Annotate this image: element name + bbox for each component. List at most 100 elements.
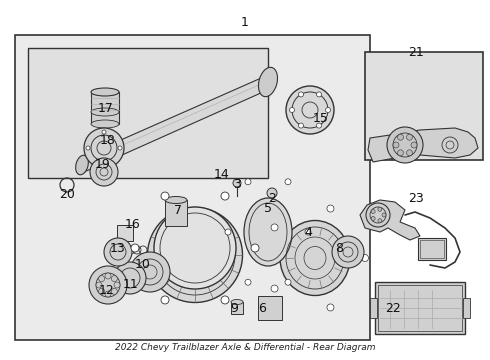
Circle shape bbox=[397, 134, 403, 140]
Circle shape bbox=[393, 142, 399, 148]
Circle shape bbox=[362, 255, 368, 261]
Circle shape bbox=[86, 146, 90, 150]
Circle shape bbox=[221, 296, 229, 304]
Ellipse shape bbox=[75, 155, 88, 175]
Circle shape bbox=[317, 92, 321, 97]
Circle shape bbox=[407, 150, 413, 156]
Circle shape bbox=[411, 142, 417, 148]
Circle shape bbox=[267, 188, 277, 198]
Text: 8: 8 bbox=[335, 242, 343, 255]
Bar bbox=[231, 302, 243, 314]
Circle shape bbox=[114, 282, 120, 288]
Circle shape bbox=[305, 229, 311, 235]
Bar bbox=[378, 285, 462, 331]
Bar bbox=[370, 298, 377, 318]
Circle shape bbox=[118, 146, 122, 150]
Circle shape bbox=[298, 92, 303, 97]
Bar bbox=[418, 238, 446, 260]
Circle shape bbox=[327, 304, 334, 311]
Circle shape bbox=[407, 134, 413, 140]
Text: 23: 23 bbox=[408, 192, 424, 204]
Circle shape bbox=[161, 192, 169, 200]
Text: 15: 15 bbox=[313, 112, 329, 125]
Circle shape bbox=[371, 210, 375, 213]
Circle shape bbox=[251, 244, 259, 252]
Circle shape bbox=[371, 216, 375, 221]
Text: 14: 14 bbox=[214, 168, 230, 181]
Circle shape bbox=[298, 123, 303, 128]
Bar bbox=[420, 240, 444, 258]
Ellipse shape bbox=[231, 300, 243, 305]
Polygon shape bbox=[360, 200, 420, 240]
Circle shape bbox=[332, 236, 364, 268]
Circle shape bbox=[105, 273, 111, 279]
Circle shape bbox=[325, 108, 330, 112]
Circle shape bbox=[105, 291, 111, 297]
Circle shape bbox=[225, 229, 231, 235]
Text: 21: 21 bbox=[408, 45, 424, 58]
Bar bbox=[165, 200, 187, 226]
Text: 1: 1 bbox=[241, 15, 249, 28]
Ellipse shape bbox=[154, 207, 236, 289]
Circle shape bbox=[271, 285, 278, 292]
Circle shape bbox=[114, 262, 146, 294]
Bar bbox=[463, 298, 470, 318]
Text: 17: 17 bbox=[98, 102, 114, 114]
Circle shape bbox=[245, 179, 251, 185]
Text: 4: 4 bbox=[304, 225, 312, 238]
Circle shape bbox=[285, 279, 291, 285]
Circle shape bbox=[317, 123, 321, 128]
Circle shape bbox=[131, 244, 139, 252]
Ellipse shape bbox=[259, 67, 277, 97]
Text: 9: 9 bbox=[230, 302, 238, 315]
Circle shape bbox=[378, 207, 382, 211]
Bar bbox=[117, 225, 133, 241]
Ellipse shape bbox=[261, 299, 279, 317]
Circle shape bbox=[102, 162, 106, 166]
Text: 7: 7 bbox=[174, 203, 182, 216]
Circle shape bbox=[387, 127, 423, 163]
Circle shape bbox=[271, 224, 278, 231]
Ellipse shape bbox=[91, 120, 119, 128]
Circle shape bbox=[102, 130, 106, 134]
Circle shape bbox=[111, 288, 118, 294]
Ellipse shape bbox=[91, 88, 119, 96]
Circle shape bbox=[233, 179, 241, 187]
Circle shape bbox=[98, 276, 105, 282]
Bar bbox=[15, 35, 370, 340]
Circle shape bbox=[90, 158, 118, 186]
Circle shape bbox=[84, 128, 124, 168]
Text: 22: 22 bbox=[385, 302, 401, 315]
Circle shape bbox=[382, 213, 386, 217]
Circle shape bbox=[286, 86, 334, 134]
Circle shape bbox=[104, 238, 132, 266]
Circle shape bbox=[89, 266, 127, 304]
Text: 2022 Chevy Trailblazer Axle & Differential - Rear Diagram: 2022 Chevy Trailblazer Axle & Differenti… bbox=[115, 343, 375, 352]
Text: 19: 19 bbox=[95, 158, 111, 171]
Circle shape bbox=[285, 179, 291, 185]
Text: 16: 16 bbox=[125, 219, 141, 231]
Text: 3: 3 bbox=[233, 179, 241, 192]
Circle shape bbox=[221, 192, 229, 200]
Ellipse shape bbox=[244, 198, 292, 266]
Polygon shape bbox=[80, 75, 272, 172]
Circle shape bbox=[161, 296, 169, 304]
Circle shape bbox=[245, 279, 251, 285]
Ellipse shape bbox=[147, 207, 243, 302]
Text: 10: 10 bbox=[135, 258, 151, 271]
Text: 2: 2 bbox=[268, 192, 276, 204]
Text: 5: 5 bbox=[264, 202, 272, 215]
Circle shape bbox=[96, 282, 102, 288]
Text: 20: 20 bbox=[59, 189, 75, 202]
Bar bbox=[91, 92, 119, 124]
Text: 11: 11 bbox=[123, 279, 139, 292]
Ellipse shape bbox=[165, 197, 187, 203]
Text: 18: 18 bbox=[100, 134, 116, 147]
Circle shape bbox=[378, 219, 382, 223]
Text: 6: 6 bbox=[258, 302, 266, 315]
Circle shape bbox=[111, 276, 118, 282]
Bar bbox=[375, 282, 465, 334]
Polygon shape bbox=[368, 128, 478, 162]
Bar bbox=[28, 48, 268, 178]
Bar bbox=[258, 296, 282, 320]
